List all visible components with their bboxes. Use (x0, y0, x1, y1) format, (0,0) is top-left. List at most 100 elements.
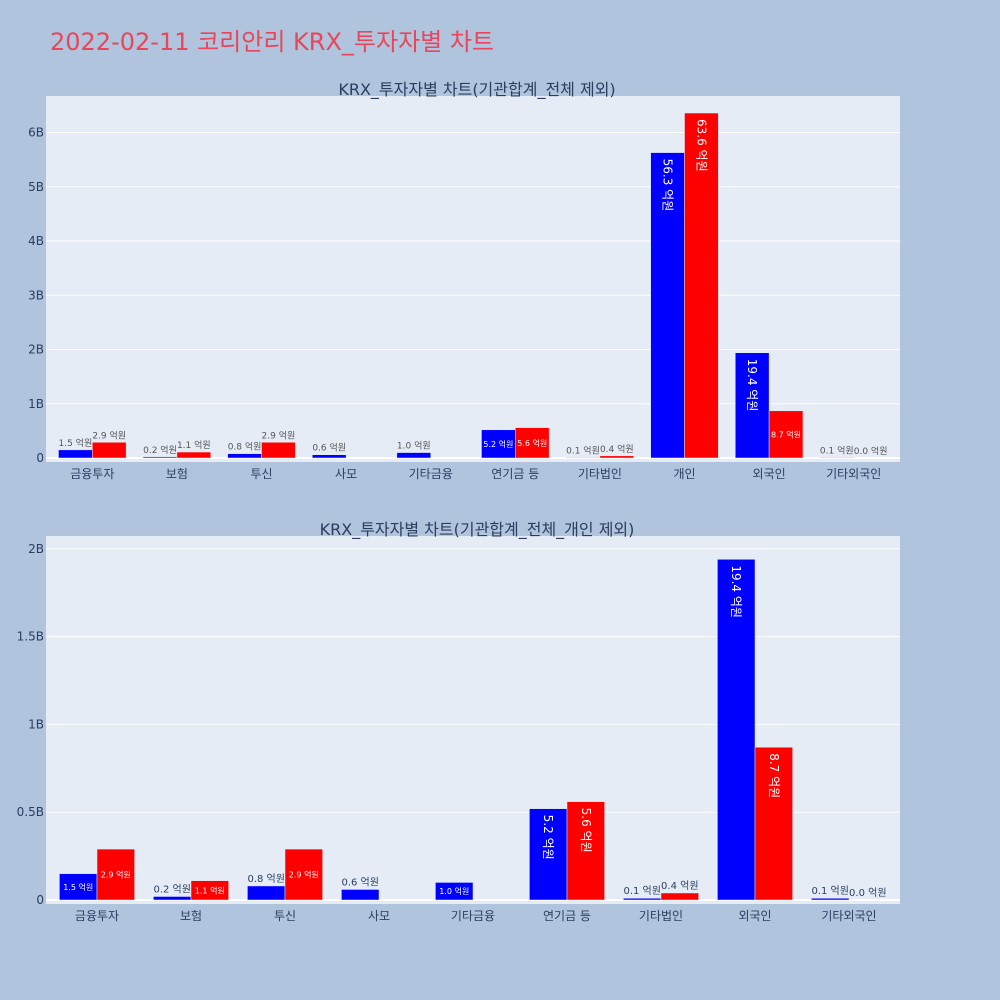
chart-2-y-tick-label: 0.5B (17, 805, 44, 819)
chart-2-bar (717, 559, 756, 901)
chart-2-bar-label: 0.0 억원 (849, 887, 886, 899)
chart-2-x-tick-label: 보험 (180, 909, 202, 923)
chart-1-bar (735, 352, 770, 459)
chart-2-x-tick-label: 기타외국인 (821, 909, 876, 923)
chart-1-x-tick-label: 금융투자 (70, 467, 114, 481)
chart-1-bar-label: 2.9 억원 (92, 429, 126, 441)
chart-1: 0 1B 2B 3B 4B 5B 6B KRX_투자자별 차트(기관합계_전체 제외) 금융투자… (28, 80, 900, 481)
chart-1-bar-label: 56.3 억원 (661, 159, 675, 212)
chart-1-bar-label: 63.6 억원 (694, 119, 708, 172)
chart-1-bar-label: 5.6 억원 (517, 438, 547, 448)
chart-1-bar (92, 442, 127, 459)
chart-1-title: KRX_투자자별 차트(기관합계_전체 제외) (338, 80, 615, 100)
chart-1-bar-label: 0.1 억원 (566, 444, 600, 456)
chart-2-title: KRX_투자자별 차트(기관합계_전체_개인 제외) (320, 520, 635, 540)
chart-1-bar-label: 1.1 억원 (177, 439, 211, 451)
chart-2-bar-label: 2.9 억원 (101, 870, 131, 880)
chart-2-bar (247, 885, 286, 901)
chart-2-bar (59, 873, 98, 901)
chart-1-bar (650, 152, 685, 459)
chart-1-bar (142, 456, 178, 459)
chart-2-x-tick-label: 외국인 (738, 909, 771, 923)
chart-2-bar (153, 896, 192, 901)
chart-1-bar (261, 442, 296, 459)
chart-2-bar (341, 889, 380, 901)
chart-1-bar-label: 0.4 억원 (600, 443, 634, 455)
chart-1-bar (515, 427, 550, 459)
chart-1-y-tick-label: 4B (28, 234, 44, 248)
chart-1-bar-label: 1.5 억원 (59, 437, 93, 449)
chart-2-bar (435, 882, 474, 901)
chart-2-x-tick-label: 투신 (274, 909, 296, 923)
chart-1-y-tick-label: 0 (36, 451, 44, 465)
chart-1-x-tick-label: 투신 (250, 467, 272, 481)
chart-2-bar (660, 892, 699, 901)
chart-2-x-tick-label: 연기금 등 (543, 909, 591, 923)
charts-container: 0 1B 2B 3B 4B 5B 6B KRX_투자자별 차트(기관합계_전체 제외) 금융투자… (17, 80, 900, 923)
chart-1-bar (227, 453, 262, 459)
chart-1-bar (58, 449, 93, 459)
chart-1-x-tick-label: 사모 (335, 467, 357, 481)
chart-1-bar (684, 112, 719, 459)
chart-1-bar-label: 1.0 억원 (397, 440, 431, 452)
chart-1-bar-label: 0.0 억원 (854, 445, 888, 457)
chart-2-y-tick-label: 1B (28, 717, 44, 731)
chart-2-bar-label: 1.5 억원 (63, 882, 93, 892)
chart-2-bar (754, 746, 793, 901)
chart-2-bar-label: 5.6 억원 (579, 808, 593, 853)
chart-2-bar (566, 801, 605, 901)
chart-2-bar-label: 0.8 억원 (247, 873, 284, 885)
chart-1-y-tick-label: 6B (28, 126, 44, 140)
chart-1-bar (565, 457, 601, 459)
chart-2-y-tick-label: 0 (36, 893, 44, 907)
chart-2-bar (190, 880, 229, 901)
chart-2-bar (284, 848, 323, 901)
chart-1-bar-label: 19.4 억원 (745, 359, 759, 412)
chart-2-bar (623, 897, 662, 901)
chart-2-y-tick-label: 1.5B (17, 630, 44, 644)
chart-2-x-tick-label: 기타법인 (639, 909, 683, 923)
chart-1-y-tick-label: 2B (28, 343, 44, 357)
chart-2-bar (96, 848, 135, 901)
chart-2-x-tick-label: 사모 (368, 909, 390, 923)
chart-1-x-tick-label: 기타외국인 (826, 467, 881, 481)
chart-1-bar-label: 0.1 억원 (820, 444, 854, 456)
chart-1-bar (396, 452, 431, 459)
chart-2-bar-label: 0.6 억원 (341, 876, 378, 888)
chart-1-bar-label: 0.2 억원 (143, 444, 177, 456)
chart-2-bar-label: 0.1 억원 (811, 885, 848, 897)
chart-1-x-tick-label: 연기금 등 (491, 467, 539, 481)
chart-2-x-tick-label: 기타금융 (451, 909, 495, 923)
chart-1-x-tick-label: 외국인 (753, 467, 786, 481)
chart-1-x-tick-label: 기타금융 (409, 467, 453, 481)
chart-2-bar-label: 2.9 억원 (289, 870, 319, 880)
chart-1-y-tick-label: 5B (28, 180, 44, 194)
chart-2-bar-label: 1.1 억원 (195, 885, 225, 895)
chart-2-bar-label: 5.2 억원 (541, 815, 555, 860)
chart-2-x-tick-label: 금융투자 (75, 909, 119, 923)
chart-2-bar-label: 0.4 억원 (661, 880, 698, 892)
chart-2-bar-label: 0.1 억원 (623, 885, 660, 897)
chart-1-bar-label: 0.8 억원 (228, 441, 262, 453)
chart-1-y-tick-label: 1B (28, 397, 44, 411)
chart-2-bar (529, 808, 568, 901)
chart-1-bar (768, 410, 804, 459)
chart-1-bar-label: 0.6 억원 (312, 442, 346, 454)
chart-2-bar-label: 1.0 억원 (439, 886, 469, 896)
chart-1-y-tick-label: 3B (28, 288, 44, 302)
chart-2-bar-label: 0.2 억원 (153, 883, 190, 895)
chart-1-bar (312, 454, 347, 459)
chart-1-bar (481, 429, 516, 459)
chart-1-plot-area (46, 96, 900, 462)
chart-1-x-tick-label: 보험 (166, 467, 188, 481)
chart-1-bar-label: 8.7 억원 (771, 429, 801, 439)
chart-1-bar-label: 5.2 억원 (483, 439, 513, 449)
page-title: 2022-02-11 코리안리 KRX_투자자별 차트 (50, 28, 494, 56)
chart-1-bar (599, 455, 634, 459)
chart-1-x-tick-label: 개인 (673, 467, 695, 481)
chart-2-bar (811, 897, 850, 901)
chart-1-bar (176, 451, 211, 459)
chart-1-bar (819, 457, 854, 459)
chart-2: 0 0.5B 1B 1.5B 2B KRX_투자자별 차트(기관합계_전체_개인 제외) 금… (17, 520, 900, 923)
